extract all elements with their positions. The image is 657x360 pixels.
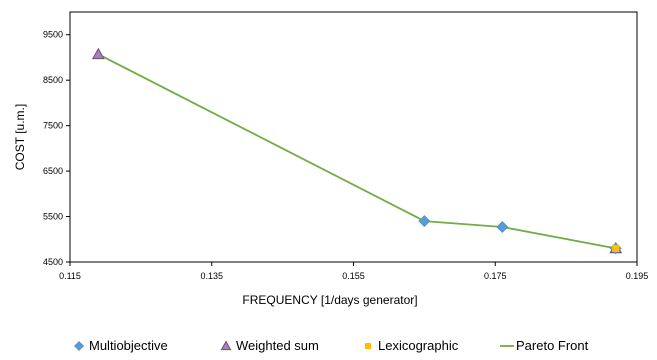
- y-tick-label: 7500: [43, 121, 63, 131]
- pareto-front-line: [97, 53, 616, 250]
- series-layer: [92, 47, 623, 255]
- y-axis-title: COST [u.m.]: [13, 104, 27, 170]
- y-tick-label: 5500: [43, 212, 63, 222]
- plot-area: [69, 11, 638, 263]
- x-axis-title: FREQUENCY [1/days generator]: [242, 293, 417, 307]
- legend-swatch: [74, 341, 84, 351]
- legend-swatch: [365, 343, 371, 349]
- legend-label: Lexicographic: [378, 338, 459, 353]
- x-tick-label: 0.115: [59, 271, 81, 281]
- y-axis-ticks: 4500 5500 6500 7500 8500 9500: [43, 30, 70, 267]
- weighted-sum-point: [92, 47, 105, 60]
- legend-item: Weighted sum: [220, 338, 319, 353]
- legend-swatch: [220, 340, 232, 351]
- y-tick-label: 4500: [43, 257, 63, 267]
- lexicographic-point: [612, 244, 620, 252]
- legend-label: Weighted sum: [236, 338, 319, 353]
- x-tick-label: 0.175: [484, 271, 507, 281]
- x-tick-label: 0.195: [626, 271, 649, 281]
- x-axis-ticks: 0.115 0.135 0.155 0.175 0.195: [59, 262, 648, 281]
- legend-item: Lexicographic: [365, 338, 459, 353]
- legend-item: Multiobjective: [74, 338, 168, 353]
- x-tick-label: 0.155: [342, 271, 365, 281]
- y-tick-label: 6500: [43, 166, 63, 176]
- legend-label: Pareto Front: [516, 338, 589, 353]
- y-tick-label: 8500: [43, 75, 63, 85]
- legend-label: Multiobjective: [89, 338, 168, 353]
- multiobjective-point: [418, 215, 431, 228]
- multiobjective-point: [496, 221, 509, 233]
- legend-item: Pareto Front: [500, 338, 589, 353]
- x-tick-label: 0.135: [200, 271, 223, 281]
- y-tick-label: 9500: [43, 30, 63, 40]
- legend: Multiobjective Weighted sum Lexicographic P…: [74, 338, 589, 353]
